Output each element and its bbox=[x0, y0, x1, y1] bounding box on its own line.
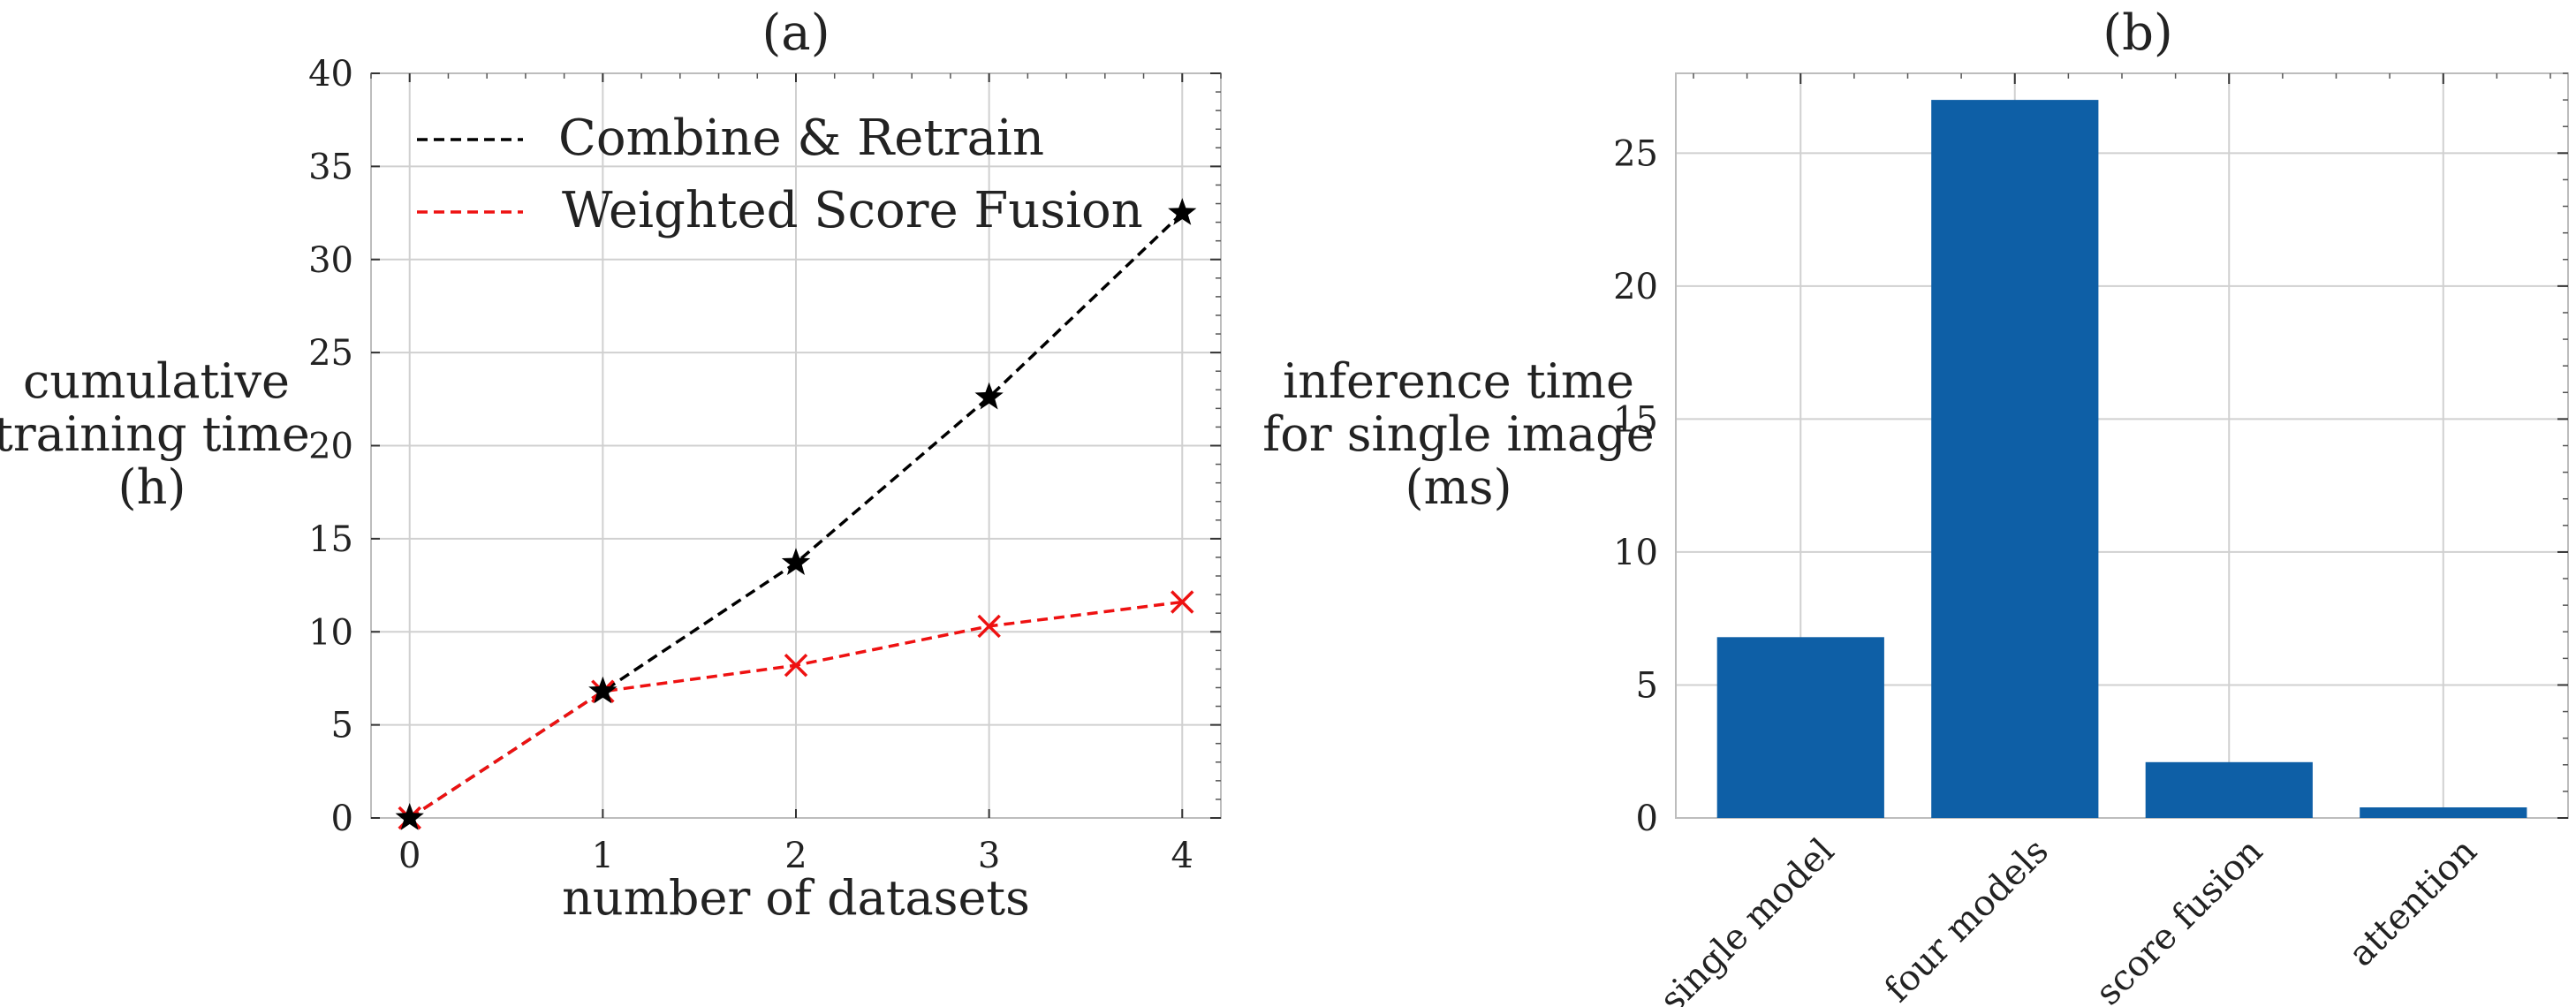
data-point-combine-retrain bbox=[781, 548, 811, 575]
panel-a-x-tick-label: 1 bbox=[592, 836, 614, 876]
panel-a-legend: Combine & Retrain Weighted Score Fusion bbox=[417, 110, 1143, 239]
data-point-weighted-score-fusion bbox=[784, 653, 808, 678]
data-point-combine-retrain bbox=[395, 803, 424, 830]
panel-a-y-axis-label-line-1: cumulative bbox=[23, 353, 290, 409]
legend-label-combine-retrain: Combine & Retrain bbox=[558, 110, 1044, 167]
x-marker-stroke bbox=[784, 653, 808, 678]
panel-a-y-tick-label: 25 bbox=[308, 333, 353, 374]
x-marker-stroke bbox=[1171, 590, 1194, 614]
bar-score-fusion bbox=[2145, 761, 2313, 818]
panel-b-title: (b) bbox=[2102, 4, 2173, 62]
panel-a-y-tick-label: 35 bbox=[308, 147, 353, 187]
panel-b-y-tick-label: 0 bbox=[1636, 799, 1658, 839]
panel-a-y-tick-label: 20 bbox=[308, 427, 353, 467]
panel-a-y-tick-label: 10 bbox=[308, 612, 353, 653]
panel-b-bar-chart: 0 5 10 15 20 25 single model four models score f… bbox=[1262, 4, 2569, 1007]
data-point-combine-retrain bbox=[588, 676, 617, 704]
legend-label-weighted-score-fusion: Weighted Score Fusion bbox=[562, 182, 1143, 239]
panel-a-y-tick-label: 30 bbox=[308, 240, 353, 281]
panel-b-y-tick-label: 15 bbox=[1613, 399, 1658, 440]
data-point-combine-retrain bbox=[1168, 198, 1197, 225]
panel-a-x-tick-label: 0 bbox=[398, 836, 420, 876]
panel-b-y-tick-label: 5 bbox=[1636, 665, 1658, 706]
panel-b-y-axis-label-line-2: for single image bbox=[1262, 406, 1654, 462]
panel-a-y-tick-label: 40 bbox=[308, 54, 353, 95]
bar-attention bbox=[2360, 807, 2527, 818]
panel-a-title: (a) bbox=[761, 4, 830, 62]
panel-a-y-axis-label-line-3: (h) bbox=[118, 459, 186, 515]
panel-a-y-tick-label: 0 bbox=[331, 799, 353, 839]
panel-b-x-tick-label: score fusion bbox=[2088, 831, 2271, 1007]
panel-a-y-axis-label-line-2: training time bbox=[0, 406, 310, 462]
data-point-combine-retrain bbox=[974, 382, 1004, 410]
data-point-weighted-score-fusion bbox=[977, 614, 1001, 639]
panel-b-y-axis-label-line-3: (ms) bbox=[1405, 459, 1512, 515]
panel-b-x-tick-label: attention bbox=[2341, 831, 2485, 975]
panel-b-y-tick-label: 25 bbox=[1613, 133, 1658, 174]
panel-a-x-tick-label: 3 bbox=[978, 836, 1000, 876]
panel-b-bars bbox=[1716, 100, 2527, 819]
panel-a-series bbox=[395, 198, 1197, 830]
panel-a-x-tick-label: 4 bbox=[1171, 836, 1193, 876]
panel-b-y-tick-label: 10 bbox=[1613, 533, 1658, 573]
x-marker-stroke bbox=[977, 614, 1001, 639]
bar-single-model bbox=[1716, 637, 1884, 818]
panel-a-x-axis-label: number of datasets bbox=[562, 870, 1030, 926]
panel-a-x-tick-label: 2 bbox=[784, 836, 807, 876]
panel-a-y-tick-label: 15 bbox=[308, 519, 353, 560]
panel-b-x-tick-label: four models bbox=[1877, 831, 2057, 1007]
data-point-weighted-score-fusion bbox=[1171, 590, 1194, 614]
panel-b-y-tick-label: 20 bbox=[1613, 267, 1658, 307]
panel-b-y-axis-label-line-1: inference time bbox=[1283, 353, 1634, 409]
panel-b-x-tick-label: single model bbox=[1652, 831, 1842, 1007]
panel-a-y-tick-label: 5 bbox=[331, 706, 353, 746]
bar-four-models bbox=[1931, 100, 2099, 819]
